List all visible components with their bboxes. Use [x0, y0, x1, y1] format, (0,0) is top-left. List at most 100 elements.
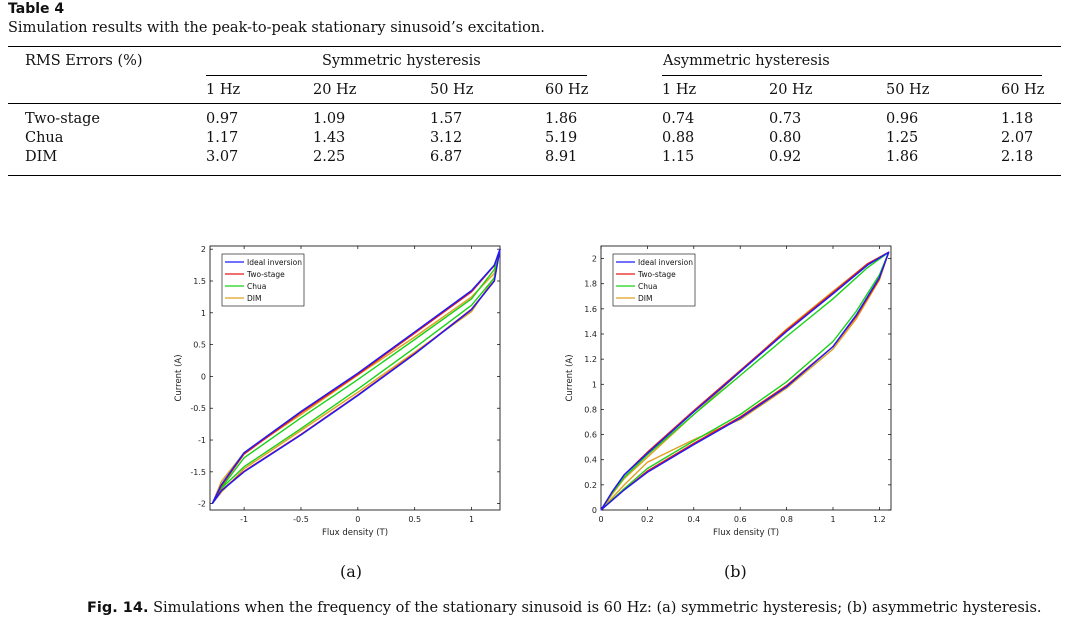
plot-b-ytick-label: 1.2: [584, 355, 597, 364]
plot-b-xlabel: Flux density (T): [713, 528, 779, 538]
plot-a-ytick-label: -1.5: [190, 468, 206, 477]
group-header-asymmetric: Asymmetric hysteresis: [663, 53, 830, 69]
plot-a-ylabel: Current (A): [174, 354, 184, 401]
plot-a-ytick-label: -2: [198, 500, 206, 509]
plot-b-legend: [612, 253, 696, 307]
figure-caption: Fig. 14. Simulations when the frequency …: [87, 600, 1042, 616]
table-row-label: DIM: [25, 149, 58, 165]
table-bottom-rule: [8, 175, 1061, 176]
table-cell: 5.19: [545, 130, 578, 146]
subfigure-label-b: (b): [724, 562, 747, 581]
table-cell: 1.86: [545, 111, 578, 127]
plot-a: -1 -0.5 0 0.5 1 -2 -1.5 -1 -0.5 0 0.5 1 1.5 2 Flux den…: [165, 238, 515, 548]
table-cell: 3.07: [206, 149, 239, 165]
plot-a-xtick-label: 0.5: [408, 515, 421, 524]
freq-header: 20 Hz: [769, 82, 813, 98]
plot-b: 0 0.2 0.4 0.6 0.8 1 1.2 0 0.2 0.4 0.6 0.8 1 1.2 1.4 1.6…: [556, 238, 906, 548]
plot-b-svg: 0 0.2 0.4 0.6 0.8 1 1.2 0 0.2 0.4 0.6 0.8 1 1.2 1.4 1.6…: [565, 245, 892, 538]
plot-a-series-ideal-inversion: [211, 248, 501, 505]
table-row-label: Chua: [25, 130, 64, 146]
plot-b-ytick-label: 0.6: [584, 431, 597, 440]
plot-b-legend-label: Chua: [638, 282, 657, 291]
plot-b-xtick-label: 0.8: [780, 515, 793, 524]
group-rule-asymmetric: [662, 75, 1042, 76]
table-header-rule: [8, 103, 1061, 104]
plot-a-legend-label: Ideal inversion: [247, 258, 302, 267]
table-cell: 0.80: [769, 130, 802, 146]
table-row-header: RMS Errors (%): [25, 53, 143, 69]
plot-a-legend-label: DIM: [247, 294, 261, 303]
plot-a-ytick-label: -0.5: [190, 404, 206, 413]
plot-b-ylabel: Current (A): [565, 354, 575, 401]
plot-a-xtick-label: -0.5: [293, 515, 309, 524]
plot-a-ytick-label: 0.5: [193, 341, 206, 350]
plot-b-ytick-label: 0.2: [584, 481, 597, 490]
table-cell: 0.88: [662, 130, 695, 146]
plot-a-ytick-label: 1: [201, 309, 206, 318]
figure-id: Fig. 14.: [87, 600, 149, 616]
table-cell: 2.07: [1001, 130, 1034, 146]
plot-b-ytick-label: 0.4: [584, 456, 597, 465]
plot-a-ytick-label: 1.5: [193, 277, 206, 286]
table-cell: 8.91: [545, 149, 578, 165]
plot-b-ytick-label: 1.4: [584, 330, 597, 339]
table-cell: 1.18: [1001, 111, 1034, 127]
plot-a-xtick-label: 0: [355, 515, 360, 524]
table-label: Table 4: [8, 1, 65, 17]
table-cell: 3.12: [430, 130, 463, 146]
table-row-label: Two-stage: [25, 111, 100, 127]
table-cell: 1.17: [206, 130, 239, 146]
table-cell: 1.86: [886, 149, 919, 165]
table-cell: 2.18: [1001, 149, 1034, 165]
table-cell: 0.73: [769, 111, 802, 127]
figure-caption-text: Simulations when the frequency of the st…: [148, 600, 1042, 616]
plot-a-legend: [221, 253, 305, 307]
plot-b-xtick-label: 0: [598, 515, 603, 524]
table-cell: 0.74: [662, 111, 695, 127]
group-rule-symmetric: [206, 75, 587, 76]
group-header-symmetric: Symmetric hysteresis: [322, 53, 481, 69]
plot-b-legend-label: DIM: [638, 294, 652, 303]
table-cell: 1.57: [430, 111, 463, 127]
plot-b-xtick-label: 1: [830, 515, 835, 524]
table-caption: Simulation results with the peak-to-peak…: [8, 20, 545, 36]
table-cell: 2.25: [313, 149, 346, 165]
table-cell: 0.96: [886, 111, 919, 127]
freq-header: 1 Hz: [662, 82, 697, 98]
freq-header: 60 Hz: [1001, 82, 1045, 98]
table-cell: 1.43: [313, 130, 346, 146]
plot-a-svg: -1 -0.5 0 0.5 1 -2 -1.5 -1 -0.5 0 0.5 1 1.5 2 Flux den…: [174, 245, 501, 538]
freq-header: 50 Hz: [430, 82, 474, 98]
table-cell: 0.97: [206, 111, 239, 127]
plot-a-xtick-label: 1: [469, 515, 474, 524]
subfigure-label-a: (a): [340, 562, 363, 581]
freq-header: 20 Hz: [313, 82, 357, 98]
plot-b-legend-label: Ideal inversion: [638, 258, 693, 267]
plot-b-series-ideal-inversion: [600, 251, 890, 511]
table-cell: 1.09: [313, 111, 346, 127]
plot-b-ytick-label: 1.8: [584, 280, 597, 289]
plot-a-xtick-label: -1: [240, 515, 248, 524]
freq-header: 60 Hz: [545, 82, 589, 98]
plot-b-xtick-label: 0.6: [734, 515, 747, 524]
table-cell: 1.15: [662, 149, 695, 165]
plot-b-ytick-label: 0: [592, 506, 597, 515]
table-cell: 0.92: [769, 149, 802, 165]
plot-a-legend-label: Two-stage: [246, 270, 285, 279]
plot-b-legend-label: Two-stage: [637, 270, 676, 279]
plot-b-xtick-label: 0.2: [641, 515, 654, 524]
table-top-rule: [8, 46, 1061, 47]
plot-a-legend-label: Chua: [247, 282, 266, 291]
plot-b-ytick-label: 1.6: [584, 305, 597, 314]
table-cell: 1.25: [886, 130, 919, 146]
plot-a-xlabel: Flux density (T): [322, 528, 388, 538]
freq-header: 50 Hz: [886, 82, 930, 98]
table-cell: 6.87: [430, 149, 463, 165]
plot-b-ytick-label: 1: [592, 380, 597, 389]
plot-a-ytick-label: 2: [201, 245, 206, 254]
plot-a-ytick-label: 0: [201, 372, 206, 381]
plot-b-xtick-label: 1.2: [873, 515, 886, 524]
plot-a-ytick-label: -1: [198, 436, 206, 445]
plot-b-ytick-label: 2: [592, 255, 597, 264]
plot-b-xtick-label: 0.4: [687, 515, 700, 524]
